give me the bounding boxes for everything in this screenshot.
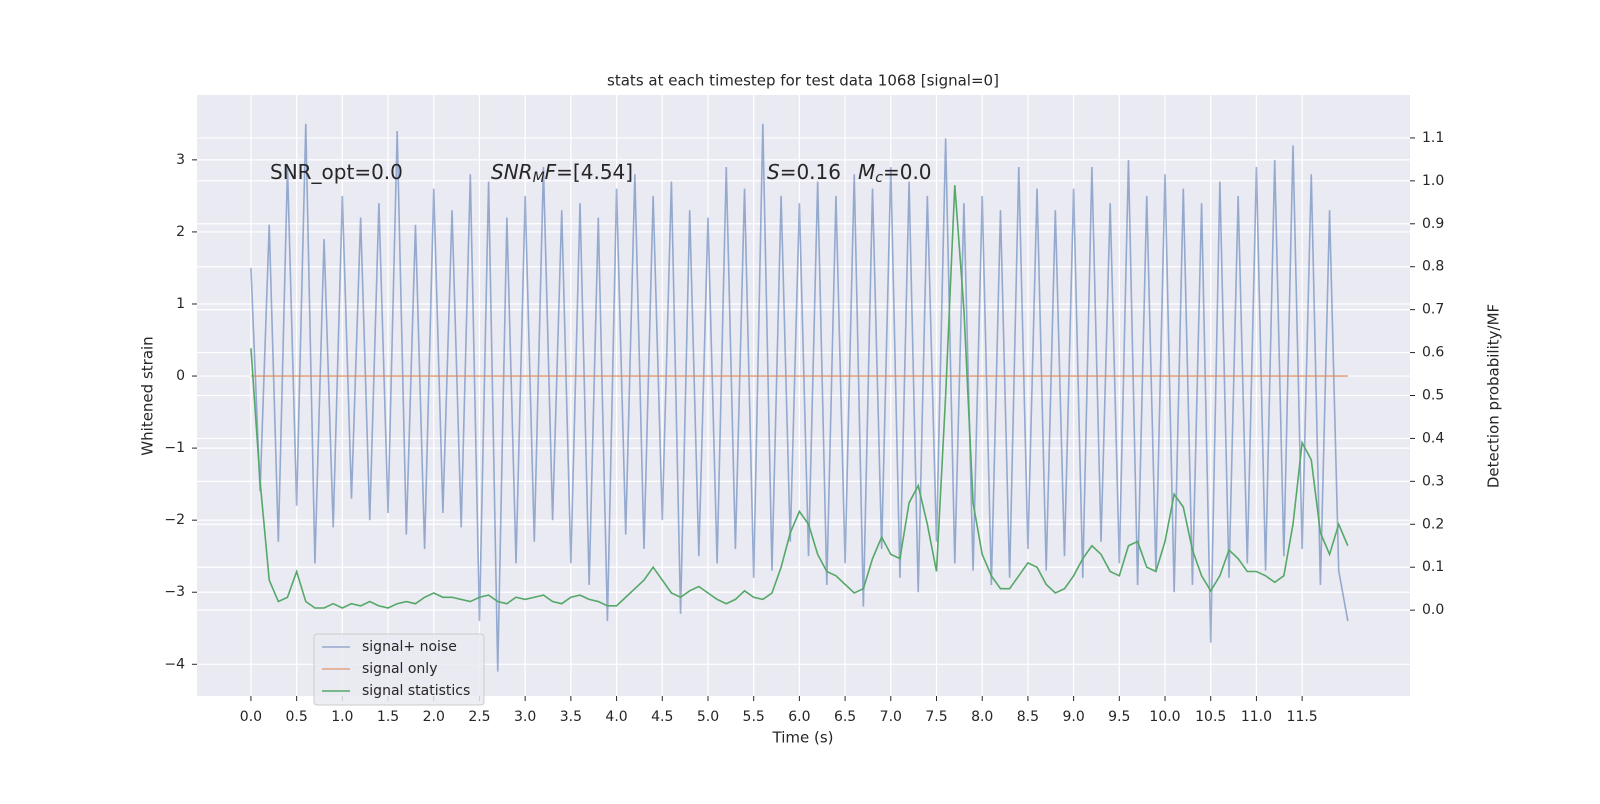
legend-label: signal statistics: [362, 683, 470, 699]
x-tick-label: 7.5: [925, 709, 947, 725]
annotation: Mc=0.0: [858, 160, 932, 187]
annotation: SNR_opt=0.0: [270, 160, 403, 184]
y-tick-label: −2: [164, 512, 185, 528]
x-tick-label: 6.0: [788, 709, 810, 725]
x-tick-label: 1.0: [331, 709, 353, 725]
legend-label: signal+ noise: [362, 639, 457, 655]
y2-axis-label: Detection probability/MF: [1485, 304, 1503, 488]
y-tick-label: −1: [164, 440, 185, 456]
y-tick-label: 1: [176, 296, 185, 312]
y2-tick-label: 0.2: [1422, 516, 1444, 532]
annotation-part: M: [858, 160, 875, 184]
y-axis-label: Whitened strain: [139, 336, 157, 455]
x-tick-label: 8.0: [971, 709, 993, 725]
y2-tick-label: 0.9: [1422, 216, 1444, 232]
x-tick-label: 4.5: [651, 709, 673, 725]
annotation: SNRMF=[4.54]: [491, 160, 633, 187]
legend-label: signal only: [362, 661, 437, 677]
x-tick-label: 0.0: [240, 709, 262, 725]
x-tick-label: 11.5: [1287, 709, 1318, 725]
x-tick-label: 8.5: [1017, 709, 1039, 725]
annotation: S=0.16: [767, 160, 841, 184]
series-line: [250, 123, 1349, 672]
annotation-part: =0.16: [780, 160, 841, 184]
x-tick-label: 9.0: [1062, 709, 1084, 725]
y-tick-label: 0: [176, 368, 185, 384]
x-tick-label: 5.0: [697, 709, 719, 725]
annotation-part: c: [875, 170, 883, 186]
x-tick-label: 6.5: [834, 709, 856, 725]
y2-tick-label: 0.0: [1422, 602, 1444, 618]
x-tick-label: 1.5: [377, 709, 399, 725]
y-tick-label: −4: [164, 656, 185, 672]
y2-tick-label: 0.5: [1422, 388, 1444, 404]
x-tick-label: 9.5: [1108, 709, 1130, 725]
x-tick-label: 7.0: [880, 709, 902, 725]
x-tick-label: 11.0: [1241, 709, 1272, 725]
annotation-part: S: [767, 160, 780, 184]
annotation-part: SNR: [491, 160, 533, 184]
annotation-part: =[4.54]: [556, 160, 633, 184]
series-line: [250, 185, 1349, 609]
x-axis-label: Time (s): [772, 729, 834, 747]
x-tick-label: 4.0: [605, 709, 627, 725]
annotation-part: M: [533, 170, 545, 186]
y-tick-label: 2: [176, 224, 185, 240]
x-tick-label: 3.0: [514, 709, 536, 725]
x-tick-label: 0.5: [286, 709, 308, 725]
y2-tick-label: 1.1: [1422, 130, 1444, 146]
y2-tick-label: 0.3: [1422, 473, 1444, 489]
y-tick-label: −3: [164, 584, 185, 600]
legend: signal+ noise signal only signal statistic…: [313, 633, 485, 706]
x-tick-label: 2.0: [423, 709, 445, 725]
y-tick-label: 3: [176, 152, 185, 168]
y2-tick-label: 0.6: [1422, 345, 1444, 361]
legend-box: [313, 633, 485, 706]
y2-tick-label: 0.7: [1422, 302, 1444, 318]
y2-tick-label: 1.0: [1422, 173, 1444, 189]
y2-tick-label: 0.8: [1422, 259, 1444, 275]
y2-tick-label: 0.4: [1422, 430, 1444, 446]
y2-tick-label: 0.1: [1422, 559, 1444, 575]
x-tick-label: 3.5: [560, 709, 582, 725]
chart-title: stats at each timestep for test data 106…: [607, 72, 999, 90]
x-tick-label: 10.5: [1195, 709, 1226, 725]
x-tick-label: 5.5: [743, 709, 765, 725]
x-tick-label: 10.0: [1149, 709, 1180, 725]
x-tick-label: 2.5: [468, 709, 490, 725]
annotation-part: =0.0: [883, 160, 932, 184]
annotation-part: SNR_opt=0.0: [270, 160, 403, 184]
annotation-part: F: [545, 160, 557, 184]
